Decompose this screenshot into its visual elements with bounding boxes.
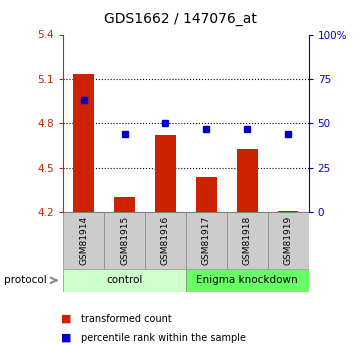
Bar <box>63 269 186 292</box>
Bar <box>196 177 217 212</box>
Bar <box>268 212 309 269</box>
Text: GSM81918: GSM81918 <box>243 216 252 265</box>
Bar <box>145 212 186 269</box>
Text: Enigma knockdown: Enigma knockdown <box>196 275 298 285</box>
Bar <box>114 197 135 212</box>
Bar <box>186 269 309 292</box>
Text: percentile rank within the sample: percentile rank within the sample <box>81 333 246 343</box>
Bar <box>237 148 257 212</box>
Text: GSM81916: GSM81916 <box>161 216 170 265</box>
Text: GSM81919: GSM81919 <box>284 216 293 265</box>
Text: transformed count: transformed count <box>81 314 172 324</box>
Bar <box>63 212 104 269</box>
Bar <box>227 212 268 269</box>
Bar <box>104 212 145 269</box>
Bar <box>73 75 94 212</box>
Text: GSM81914: GSM81914 <box>79 216 88 265</box>
Text: GDS1662 / 147076_at: GDS1662 / 147076_at <box>104 12 257 26</box>
Bar <box>186 212 227 269</box>
Text: control: control <box>106 275 143 285</box>
Text: protocol: protocol <box>4 275 46 285</box>
Bar <box>155 135 176 212</box>
Text: GSM81915: GSM81915 <box>120 216 129 265</box>
Text: ■: ■ <box>61 314 72 324</box>
Bar <box>278 211 299 212</box>
Text: ■: ■ <box>61 333 72 343</box>
Text: GSM81917: GSM81917 <box>202 216 211 265</box>
